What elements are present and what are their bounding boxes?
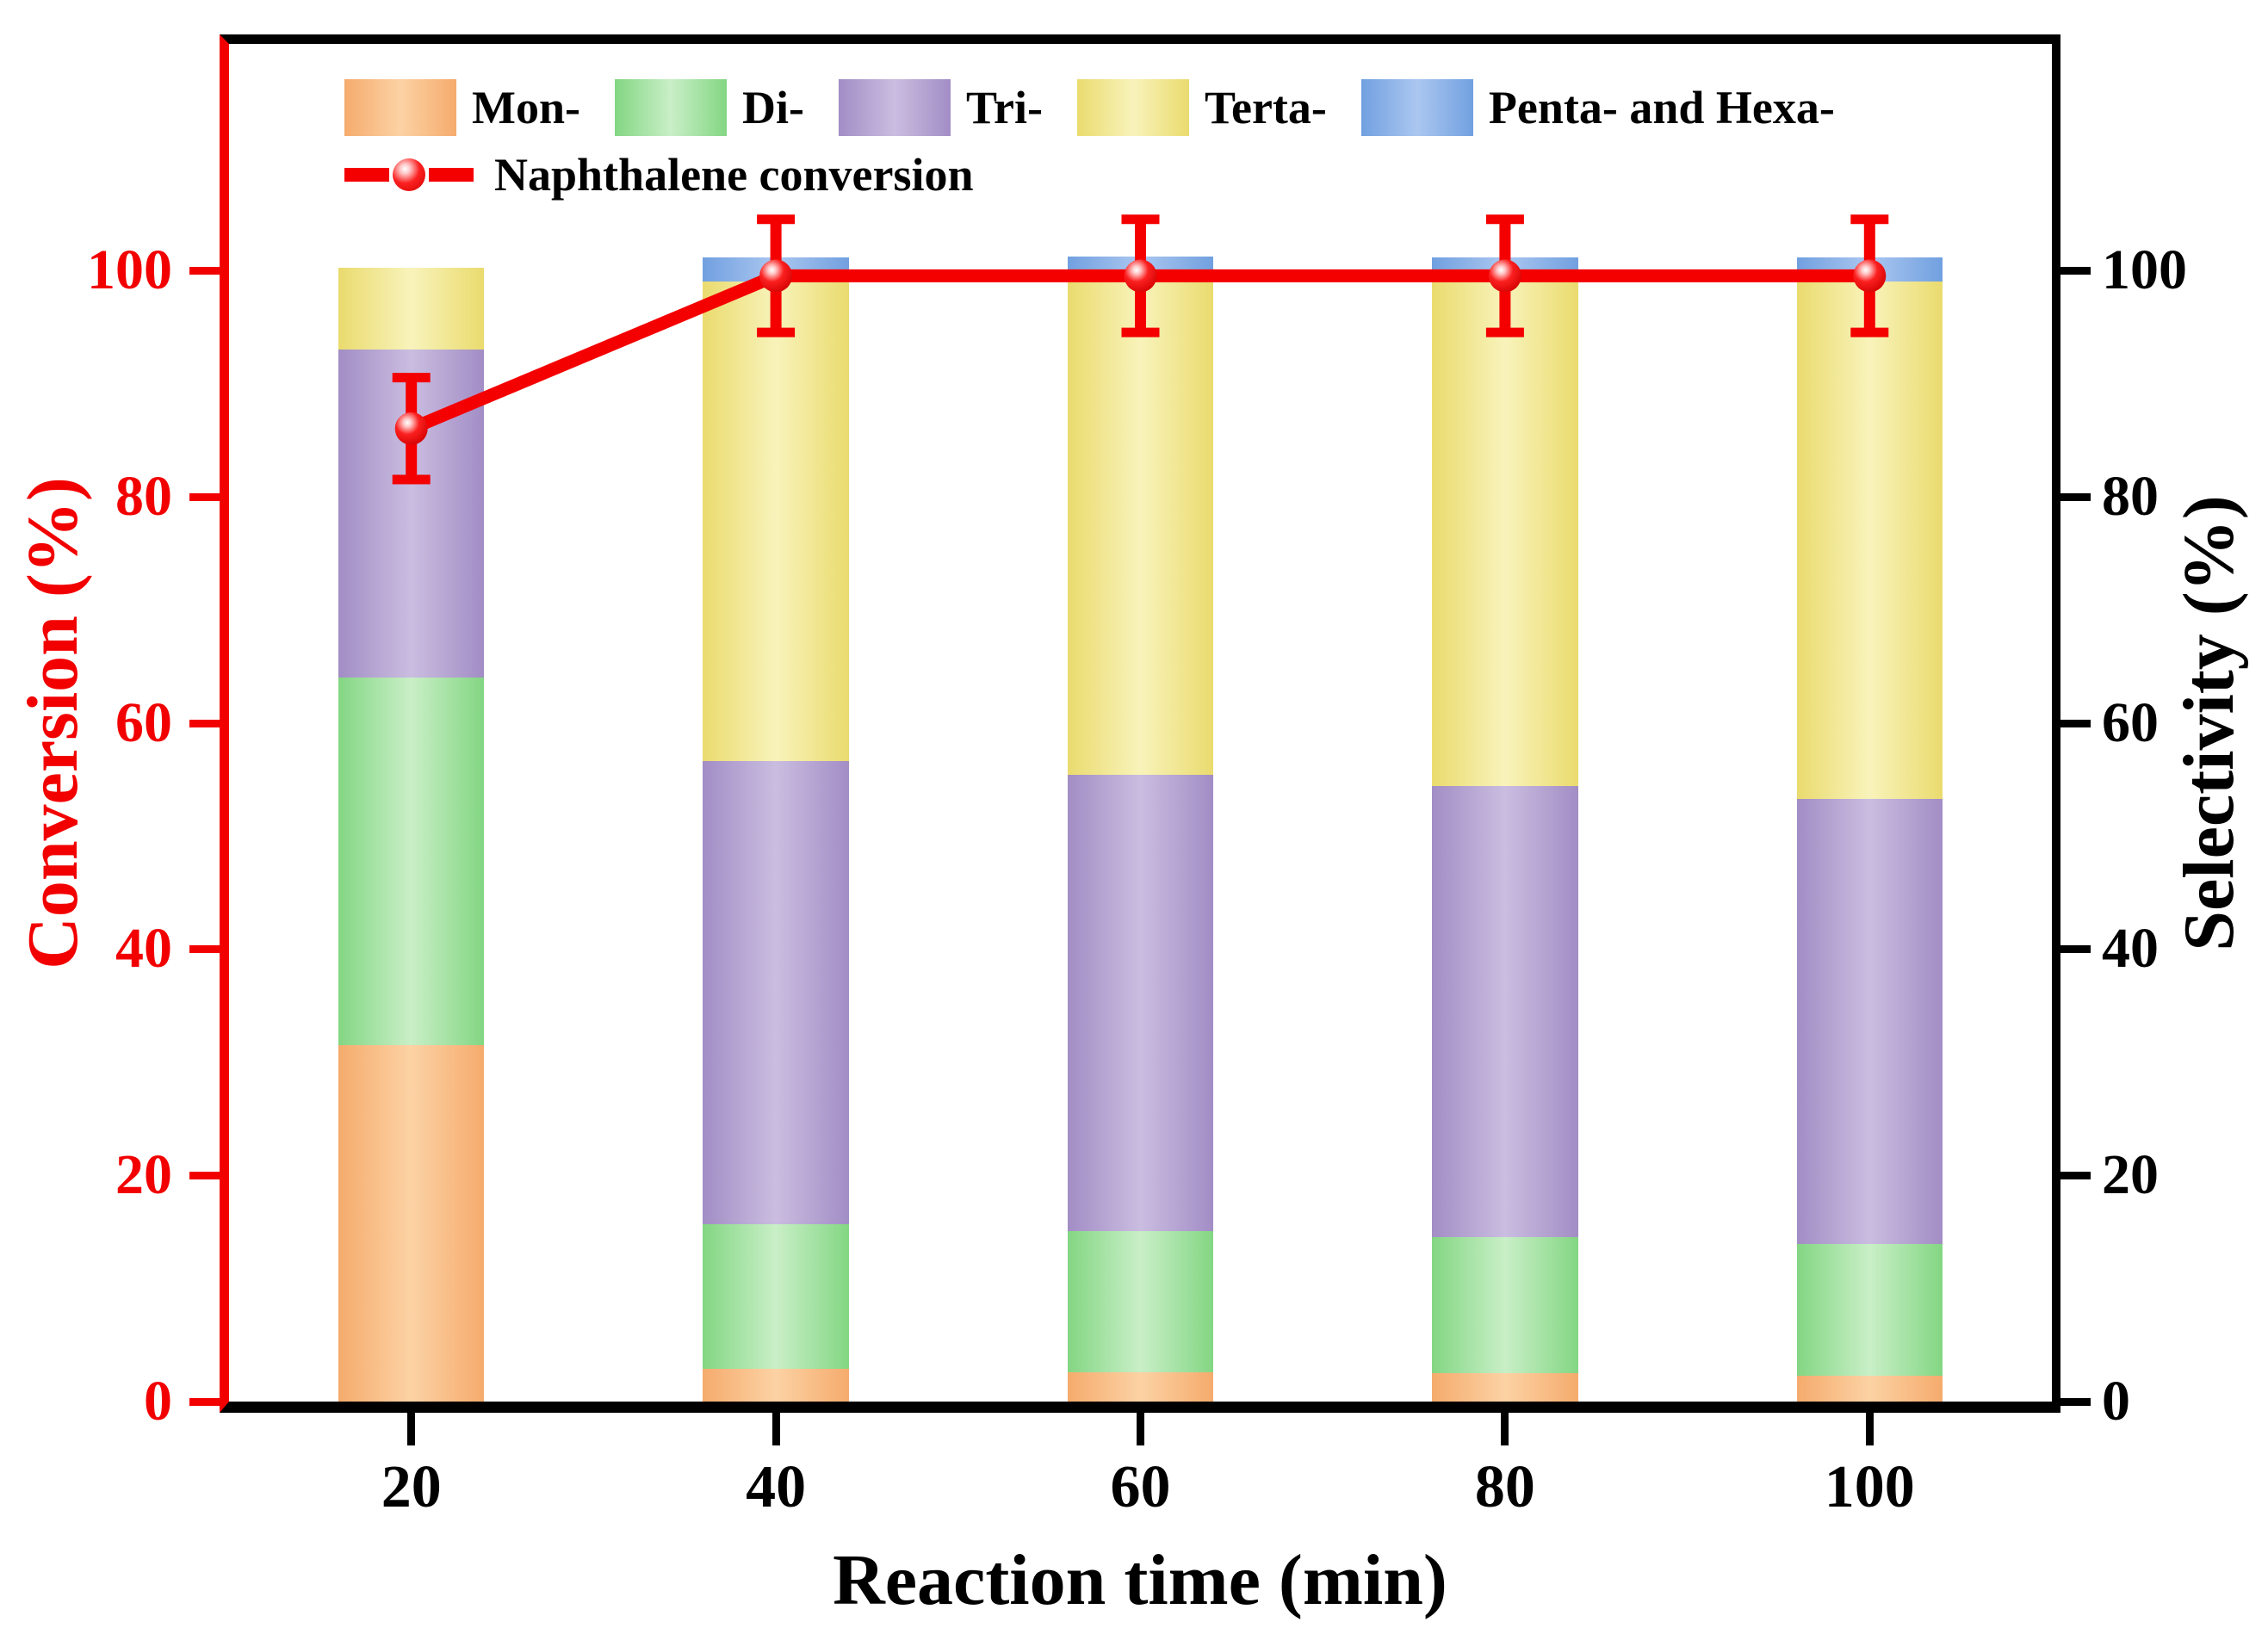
left-axis-tick [189,266,220,275]
legend-label-conversion: Naphthalene conversion [494,149,974,201]
bar-segment-tri [1796,798,1943,1245]
conversion-data-point [394,412,428,445]
bar-segment-tri [1067,774,1214,1231]
left-axis-tick-label: 0 [144,1370,172,1433]
legend-series-row: Mon- Di- Tri- Terta- Penta- and Hexa- [344,79,1869,136]
bar-segment-tri [1432,786,1578,1238]
right-axis-tick [2060,266,2091,275]
line-sample-dash-left [344,168,389,182]
right-axis-tick-label: 60 [2102,690,2159,754]
right-axis-tick [2060,945,2091,954]
x-axis-tick [771,1413,780,1445]
bar-segment-mon [338,1045,485,1402]
legend-swatch-icon [344,79,456,136]
left-axis-tick [189,1398,220,1406]
conversion-line-sample [344,158,474,192]
bar-segment-mon [703,1368,849,1402]
legend-item-di: Di- [614,79,839,136]
legend-item-tri: Tri- [838,79,1077,136]
left-axis-tick-label: 20 [115,1143,172,1207]
legend-swatch-icon [1076,79,1189,136]
conversion-marker-icon [393,158,425,191]
legend-swatch-icon [838,79,951,136]
left-axis-tick-label: 100 [87,238,172,301]
right-axis-tick-label: 0 [2102,1370,2130,1433]
stacked-bar-60min [1067,44,1214,1402]
bar-segment-terta [1432,281,1578,787]
bar-segment-di [338,677,485,1046]
legend-label: Penta- and Hexa- [1488,82,1835,133]
x-axis-tick-label: 20 [381,1454,442,1520]
line-sample-dash-right [429,168,474,182]
legend-label: Mon- [472,82,580,133]
legend: Mon- Di- Tri- Terta- Penta- and Hexa- Naphth… [344,79,1869,198]
right-axis-tick [2060,1172,2091,1180]
left-axis-tick [189,1172,220,1180]
x-axis-tick-label: 60 [1110,1454,1171,1520]
plot-area [229,44,2052,1402]
plot-frame [220,34,2060,1413]
bar-segment-di [1796,1244,1943,1376]
legend-label: Di- [741,82,804,133]
bar-segment-mon [1432,1373,1578,1402]
x-axis-title: Reaction time (min) [833,1540,1447,1620]
stacked-bar-80min [1432,44,1578,1402]
conversion-line-layer [392,214,1889,485]
right-axis-tick-label: 100 [2102,238,2187,301]
legend-item-terta: Terta- [1076,79,1361,136]
x-axis-tick [1501,1413,1509,1445]
conversion-data-point [759,259,793,293]
bar-segment-di [1432,1237,1578,1374]
bar-segment-terta [1796,281,1943,799]
legend-label: Terta- [1204,82,1327,133]
x-axis-tick-label: 100 [1824,1454,1915,1520]
bar-segment-di [1067,1230,1214,1372]
left-axis-tick [189,492,220,501]
right-axis-tick-label: 40 [2102,917,2159,981]
bar-segment-tri [703,761,849,1224]
left-axis-tick-label: 40 [115,917,172,981]
right-axis-tick [2060,1398,2091,1406]
stacked-bar-40min [703,44,849,1402]
x-axis-tick-label: 40 [746,1454,807,1520]
right-axis-tick [2060,492,2091,501]
legend-item-mon: Mon- [344,79,615,136]
legend-swatch-icon [1360,79,1473,136]
bar-segment-di [703,1223,849,1369]
x-axis-tick [1865,1413,1874,1445]
x-axis-tick [1137,1413,1144,1445]
conversion-data-point [1488,259,1521,293]
right-axis-tick [2060,719,2091,727]
right-axis-tick-label: 80 [2102,464,2159,528]
left-axis-tick-label: 80 [115,464,172,528]
left-axis-tick [189,945,220,954]
bar-segment-mon [1796,1375,1943,1402]
right-axis-tick-label: 20 [2102,1143,2159,1207]
legend-item-pentaandhexa: Penta- and Hexa- [1360,79,1869,136]
legend-label: Tri- [965,82,1043,133]
bar-segment-terta [338,268,485,350]
left-axis-tick-label: 60 [115,690,172,754]
conversion-data-point [1124,259,1157,293]
legend-swatch-icon [614,79,727,136]
stacked-bar-100min [1796,44,1943,1402]
left-axis-tick [189,719,220,727]
bar-segment-mon [1067,1371,1214,1402]
x-axis-tick [407,1413,416,1445]
conversion-data-point [1853,259,1887,293]
bar-segment-terta [703,281,849,762]
bar-segment-terta [1067,281,1214,775]
x-axis-tick-label: 80 [1474,1454,1535,1520]
legend-line-row: Naphthalene conversion [344,152,1869,198]
